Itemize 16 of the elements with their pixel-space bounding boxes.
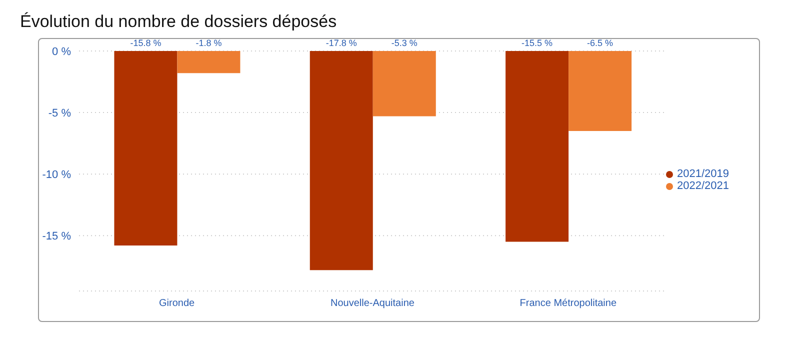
y-tick-label: 0 % [52, 46, 72, 58]
y-tick-label: -15 % [42, 230, 72, 243]
legend-label: 2022/2021 [677, 180, 729, 192]
x-tick-label: Nouvelle-Aquitaine [330, 298, 415, 310]
legend-label: 2021/2019 [677, 168, 729, 180]
x-tick-label: Gironde [159, 298, 196, 310]
y-tick-label: -10 % [42, 168, 72, 181]
data-label: -5.3 % [391, 38, 418, 48]
data-label: -15.8 % [130, 38, 162, 48]
x-tick-label: France Métropolitaine [520, 298, 617, 310]
data-label: -6.5 % [587, 38, 614, 48]
data-label: -15.5 % [522, 38, 553, 48]
y-tick-label: -5 % [48, 107, 72, 120]
data-label: -1.8 % [196, 38, 222, 48]
data-label: -17.8 % [326, 38, 357, 48]
chart-title: Évolution du nombre de dossiers déposés [20, 12, 337, 32]
